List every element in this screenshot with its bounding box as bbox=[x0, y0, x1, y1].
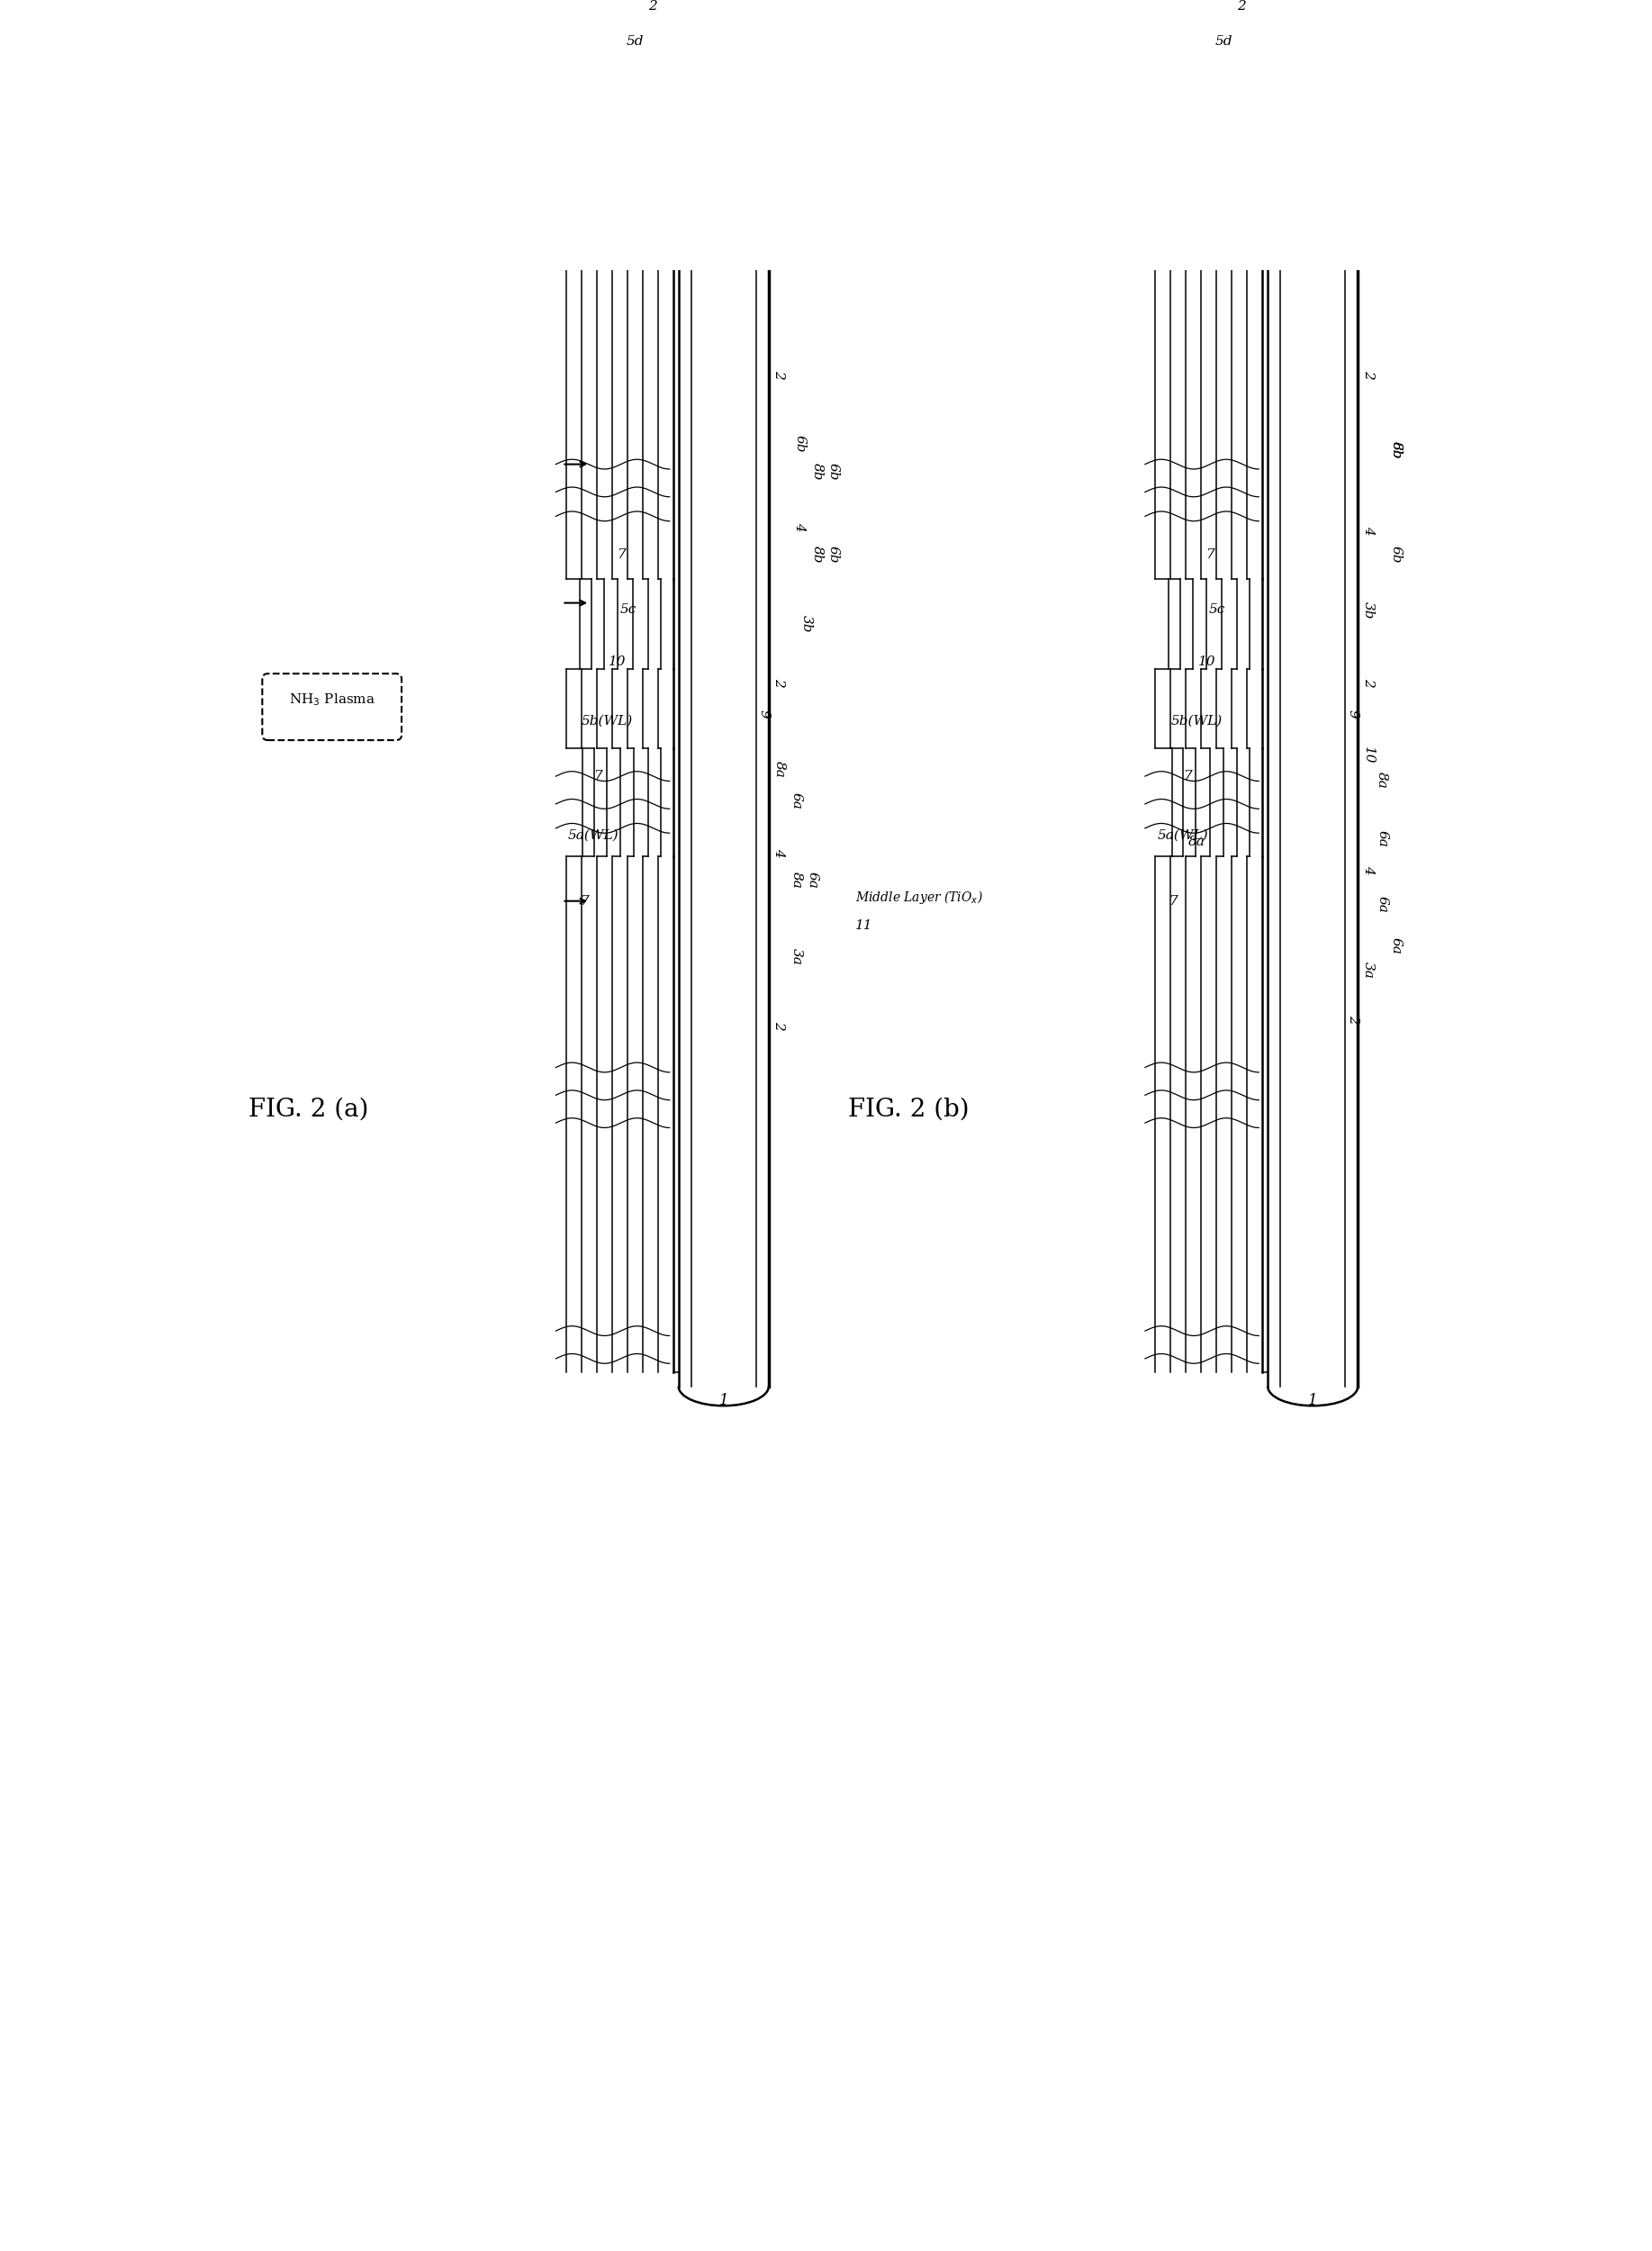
Text: 6a: 6a bbox=[1389, 939, 1403, 954]
Text: 2: 2 bbox=[773, 369, 785, 378]
Text: 5b(WL): 5b(WL) bbox=[582, 714, 633, 727]
Text: 4: 4 bbox=[1361, 527, 1374, 533]
Text: 7: 7 bbox=[593, 770, 603, 783]
Text: 7: 7 bbox=[616, 547, 626, 560]
Text: 3a: 3a bbox=[1361, 961, 1374, 979]
Text: 8a: 8a bbox=[773, 761, 785, 779]
Text: 8a: 8a bbox=[790, 871, 803, 889]
Text: 5d: 5d bbox=[1216, 36, 1232, 47]
Text: 6b: 6b bbox=[1389, 441, 1403, 459]
Text: 6a: 6a bbox=[1376, 896, 1388, 914]
Text: 8b: 8b bbox=[1389, 441, 1403, 459]
Text: 5a(WL): 5a(WL) bbox=[1156, 828, 1208, 842]
Text: 6b: 6b bbox=[828, 545, 839, 563]
Text: 5c: 5c bbox=[620, 603, 636, 617]
Ellipse shape bbox=[679, 9, 768, 47]
Text: 7: 7 bbox=[580, 894, 588, 907]
Text: 7: 7 bbox=[1206, 547, 1214, 560]
Text: 7: 7 bbox=[1170, 894, 1178, 907]
Text: 5d: 5d bbox=[626, 36, 644, 47]
Text: 4: 4 bbox=[773, 849, 785, 858]
Text: 6a: 6a bbox=[1376, 831, 1388, 846]
Text: 2: 2 bbox=[773, 1022, 785, 1031]
Text: 7: 7 bbox=[1183, 770, 1191, 783]
Text: Middle Layer (TiO$_x$): Middle Layer (TiO$_x$) bbox=[856, 889, 983, 907]
Text: 9: 9 bbox=[758, 709, 770, 718]
Text: 3b: 3b bbox=[801, 615, 813, 633]
Text: 1: 1 bbox=[1308, 1393, 1318, 1407]
Text: 2: 2 bbox=[1361, 369, 1374, 378]
Text: 3a: 3a bbox=[790, 948, 803, 966]
Text: 2: 2 bbox=[648, 0, 656, 14]
Ellipse shape bbox=[691, 11, 757, 45]
Text: 2: 2 bbox=[773, 678, 785, 687]
Text: 11: 11 bbox=[856, 918, 872, 932]
Ellipse shape bbox=[1280, 11, 1345, 45]
Text: 8b: 8b bbox=[811, 545, 823, 563]
Text: FIG. 2 (b): FIG. 2 (b) bbox=[849, 1096, 970, 1121]
Text: 10: 10 bbox=[1361, 747, 1374, 763]
Text: 10: 10 bbox=[610, 655, 626, 669]
Text: 1: 1 bbox=[719, 1393, 729, 1407]
Text: 6b: 6b bbox=[1389, 545, 1403, 563]
Text: 6a: 6a bbox=[806, 871, 819, 889]
Text: NH$_3$ Plasma: NH$_3$ Plasma bbox=[289, 691, 375, 707]
Text: 4: 4 bbox=[1361, 864, 1374, 873]
Text: 8a: 8a bbox=[1188, 835, 1204, 849]
Text: 2: 2 bbox=[1237, 0, 1246, 14]
Text: 9: 9 bbox=[1346, 709, 1360, 718]
Text: 6b: 6b bbox=[828, 461, 839, 479]
Text: 5c: 5c bbox=[1209, 603, 1226, 617]
Text: 5a(WL): 5a(WL) bbox=[568, 828, 620, 842]
Text: 4: 4 bbox=[793, 522, 806, 531]
Text: 2: 2 bbox=[1346, 1015, 1360, 1024]
Text: 8b: 8b bbox=[811, 461, 823, 479]
Text: 2: 2 bbox=[1361, 678, 1374, 687]
Text: 6b: 6b bbox=[793, 434, 806, 452]
Text: 8a: 8a bbox=[1376, 772, 1388, 788]
Text: 6a: 6a bbox=[790, 792, 803, 808]
Text: 3b: 3b bbox=[1361, 601, 1374, 619]
Text: 10: 10 bbox=[1198, 655, 1216, 669]
Text: 5b(WL): 5b(WL) bbox=[1171, 714, 1222, 727]
Text: FIG. 2 (a): FIG. 2 (a) bbox=[249, 1096, 368, 1121]
Ellipse shape bbox=[1267, 9, 1358, 47]
